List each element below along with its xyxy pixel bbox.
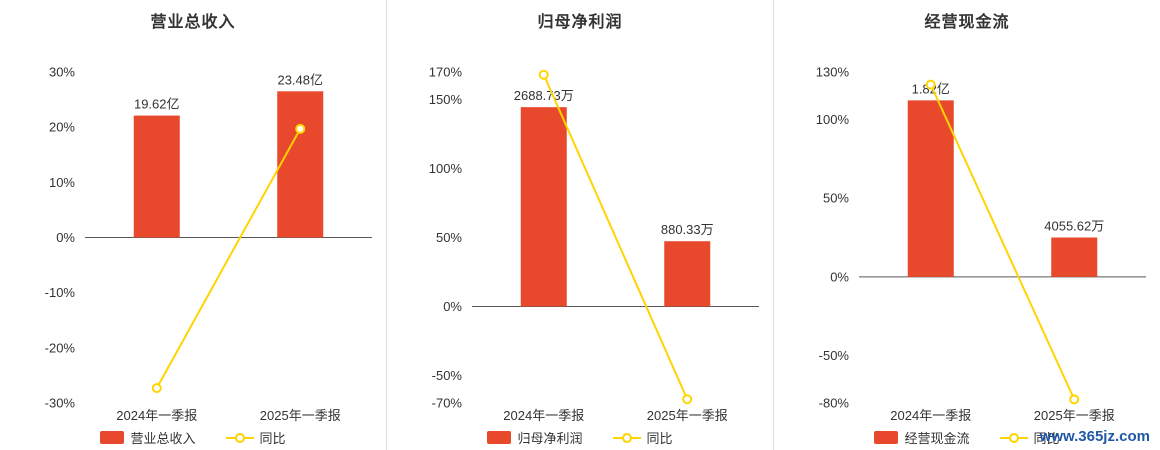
legend-label: 归母净利润 bbox=[517, 431, 583, 446]
y-tick-label: 100% bbox=[429, 161, 463, 176]
bar bbox=[907, 100, 954, 277]
legend-label: 同比 bbox=[646, 431, 673, 446]
y-tick-label: -20% bbox=[45, 340, 76, 355]
yoy-line bbox=[155, 128, 302, 389]
x-category-label: 2025年一季报 bbox=[647, 408, 728, 423]
chart-panel-total-revenue: 营业总收入 30% 20% 10% 0% -10% -20% -30% 19.62亿 2024年… bbox=[0, 0, 386, 450]
y-tick-label: 170% bbox=[429, 65, 463, 80]
bar-value-label: 23.48亿 bbox=[277, 72, 323, 87]
y-tick-label: 50% bbox=[436, 230, 462, 245]
legend-item-yoy-series: 同比 bbox=[225, 428, 286, 447]
y-tick-label: 30% bbox=[49, 65, 75, 80]
bar-swatch-icon bbox=[100, 431, 125, 444]
bar bbox=[133, 115, 180, 238]
yoy-marker bbox=[1069, 394, 1080, 405]
legend-label: 营业总收入 bbox=[130, 431, 196, 446]
bar-value-label: 19.62亿 bbox=[134, 97, 180, 112]
chart-title: 归母净利润 bbox=[537, 14, 623, 31]
chart-canvas: 170% 150% 100% 50% 0% -50% -70% 2688.73万 2024年一季… bbox=[429, 65, 759, 423]
chart-title: 经营现金流 bbox=[924, 14, 1010, 31]
y-tick-label: -80% bbox=[819, 396, 850, 411]
y-tick-label: 10% bbox=[49, 175, 75, 190]
bar bbox=[277, 91, 324, 238]
x-category-label: 2024年一季报 bbox=[503, 408, 584, 423]
bar-value-label: 4055.62万 bbox=[1044, 219, 1104, 234]
bar bbox=[520, 107, 567, 307]
x-category-label: 2025年一季报 bbox=[260, 408, 341, 423]
yoy-marker bbox=[538, 69, 549, 80]
legend-label: 同比 bbox=[1033, 431, 1060, 446]
yoy-marker bbox=[295, 123, 306, 134]
y-tick-label: 0% bbox=[56, 230, 75, 245]
line-marker-icon bbox=[999, 436, 1028, 439]
chart-panel-operating-cashflow: 经营现金流 130%100%50%0%-50%-80%1.82亿2024年一季报… bbox=[773, 0, 1160, 450]
chart-legend: 营业总收入 同比 bbox=[0, 425, 386, 450]
y-tick-label: 100% bbox=[816, 112, 850, 127]
bar-swatch-icon bbox=[874, 431, 899, 444]
yoy-marker bbox=[682, 394, 693, 405]
chart-legend: 经营现金流 同比 bbox=[774, 425, 1160, 450]
yoy-marker bbox=[151, 383, 162, 394]
chart-title: 营业总收入 bbox=[150, 14, 236, 31]
y-tick-label: 50% bbox=[823, 191, 849, 206]
bar bbox=[1051, 237, 1098, 277]
x-category-label: 2024年一季报 bbox=[890, 408, 971, 423]
site-watermark-link[interactable]: www.365jz.com bbox=[1039, 428, 1150, 445]
x-category-label: 2025年一季报 bbox=[1034, 408, 1115, 423]
legend-item-yoy-series: 同比 bbox=[612, 428, 673, 447]
yoy-line bbox=[929, 84, 1076, 400]
y-tick-label: 130% bbox=[816, 65, 850, 80]
chart-panel-net-profit: 归母净利润 170% 150% 100% 50% 0% -50% -70% 2688.73万 2… bbox=[386, 0, 773, 450]
line-marker-icon bbox=[612, 436, 641, 439]
bar-value-label: 2688.73万 bbox=[514, 88, 574, 103]
chart-canvas: 130%100%50%0%-50%-80%1.82亿2024年一季报4055.6… bbox=[816, 65, 1146, 423]
legend-label: 同比 bbox=[259, 431, 286, 446]
y-tick-label: -70% bbox=[432, 396, 463, 411]
legend-item-bar-series: 营业总收入 bbox=[100, 428, 196, 447]
legend-item-bar-series: 归母净利润 bbox=[487, 428, 583, 447]
bar bbox=[664, 241, 711, 307]
legend-label: 经营现金流 bbox=[904, 431, 970, 446]
y-tick-label: 150% bbox=[429, 92, 463, 107]
y-tick-label: -50% bbox=[819, 348, 850, 363]
bar-value-label: 880.33万 bbox=[661, 222, 714, 237]
x-category-label: 2024年一季报 bbox=[116, 408, 197, 423]
line-marker-icon bbox=[225, 436, 254, 439]
legend-item-bar-series: 经营现金流 bbox=[874, 428, 970, 447]
y-tick-label: -10% bbox=[45, 285, 76, 300]
y-tick-label: -50% bbox=[432, 368, 463, 383]
chart-legend: 归母净利润 同比 bbox=[387, 425, 773, 450]
bar-swatch-icon bbox=[487, 431, 512, 444]
yoy-line bbox=[542, 74, 689, 400]
yoy-marker bbox=[925, 79, 936, 90]
y-tick-label: 0% bbox=[443, 299, 462, 314]
y-tick-label: 20% bbox=[49, 120, 75, 135]
y-tick-label: 0% bbox=[830, 269, 849, 284]
y-tick-label: -30% bbox=[45, 396, 76, 411]
chart-canvas: 30% 20% 10% 0% -10% -20% -30% 19.62亿 2024年一季报 23.… bbox=[45, 65, 372, 423]
legend-item-yoy-series: 同比 bbox=[999, 428, 1060, 447]
